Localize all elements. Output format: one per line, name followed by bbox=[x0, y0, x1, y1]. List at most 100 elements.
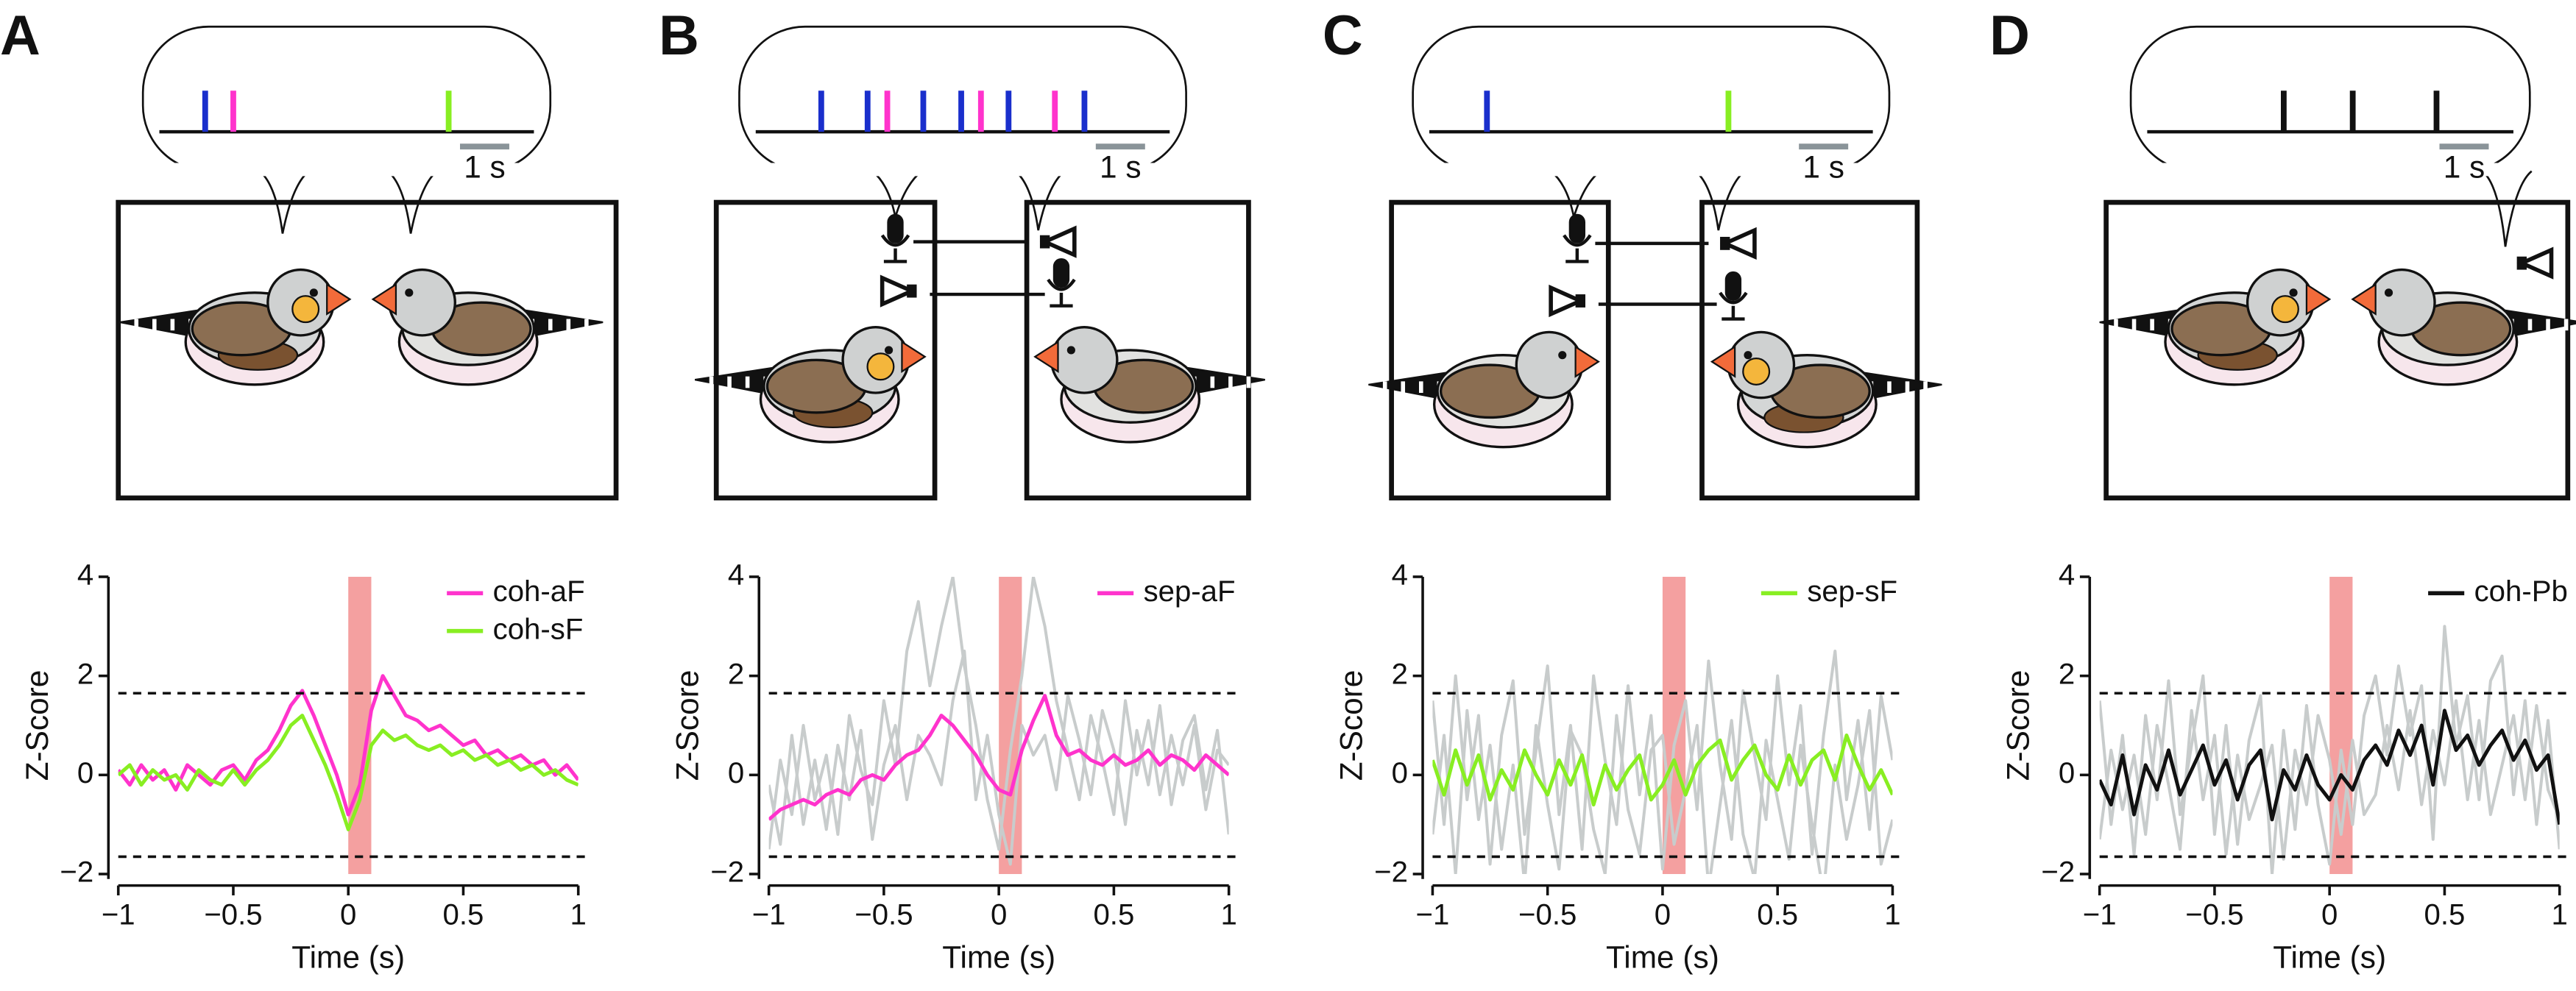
microphone-stand bbox=[1563, 234, 1592, 263]
bird-head bbox=[1515, 330, 1584, 399]
y-tick-label: −2 bbox=[710, 856, 744, 889]
trace bbox=[1432, 734, 1893, 807]
x-tick-label: 1 bbox=[1884, 898, 1900, 931]
cage bbox=[1699, 199, 1920, 501]
speaker-body bbox=[2516, 256, 2527, 270]
bubble-mask bbox=[156, 163, 537, 177]
bird-beak bbox=[2351, 283, 2377, 316]
bird bbox=[1710, 330, 1942, 449]
bird bbox=[1033, 326, 1265, 444]
bubble-tail bbox=[871, 170, 923, 218]
panel-letter: B bbox=[659, 4, 699, 67]
traces bbox=[1432, 649, 1893, 875]
microphone-stand bbox=[880, 234, 910, 263]
x-tick-label: 0.5 bbox=[1757, 898, 1798, 931]
y-tick-label: 4 bbox=[728, 558, 744, 592]
cage bbox=[713, 199, 938, 501]
y-tick-label: 4 bbox=[77, 558, 93, 592]
x-tick-label: −1 bbox=[1416, 898, 1450, 931]
speaker-body bbox=[907, 284, 917, 298]
trace bbox=[1432, 708, 1893, 875]
y-tick-label: 2 bbox=[77, 657, 93, 690]
cage bbox=[1389, 199, 1611, 501]
x-axis-label: Time (s) bbox=[2273, 940, 2386, 974]
speaker-body bbox=[1039, 235, 1050, 249]
scale-bar-label: 1 s bbox=[2444, 150, 2485, 185]
bird bbox=[694, 326, 927, 444]
y-tick-label: 0 bbox=[77, 756, 93, 789]
y-tick-label: 0 bbox=[728, 756, 744, 789]
bird-beak bbox=[1574, 345, 1600, 378]
microphone-stand bbox=[1719, 291, 1748, 321]
bird-eye bbox=[1558, 351, 1567, 360]
y-axis-label: Z-Score bbox=[20, 670, 54, 781]
scale-bar-label: 1 s bbox=[1100, 150, 1142, 185]
speaker bbox=[1549, 284, 1586, 318]
bird-beak bbox=[901, 340, 927, 374]
y-tick-label: 0 bbox=[2059, 756, 2075, 789]
traces bbox=[2099, 625, 2560, 875]
bubble-mask bbox=[1426, 163, 1877, 177]
y-tick-label: 4 bbox=[1392, 558, 1408, 592]
x-tick-label: 1 bbox=[570, 898, 587, 931]
x-tick-label: −1 bbox=[102, 898, 135, 931]
x-tick-label: 0.5 bbox=[443, 898, 484, 931]
bird-beak bbox=[1710, 345, 1736, 378]
bird bbox=[119, 268, 352, 386]
bird-eye bbox=[1744, 351, 1752, 360]
legend-label: coh-aF bbox=[493, 575, 585, 608]
cage bbox=[2103, 199, 2571, 501]
trace bbox=[2099, 708, 2560, 825]
speaker-body bbox=[1575, 294, 1586, 308]
bird bbox=[371, 268, 604, 386]
bird bbox=[2099, 268, 2332, 386]
bird bbox=[1368, 330, 1600, 449]
y-tick-label: 4 bbox=[2059, 558, 2075, 592]
microphone bbox=[1568, 213, 1586, 244]
x-tick-label: 0 bbox=[2321, 898, 2338, 931]
bird-beak bbox=[371, 283, 397, 316]
scale-bar-label: 1 s bbox=[464, 150, 506, 185]
x-axis-label: Time (s) bbox=[291, 940, 405, 974]
y-tick-label: 2 bbox=[728, 657, 744, 690]
legend-label: coh-sF bbox=[493, 612, 584, 645]
traces bbox=[118, 674, 578, 831]
x-tick-label: 1 bbox=[1220, 898, 1236, 931]
trace bbox=[1432, 649, 1893, 871]
microphone bbox=[1052, 257, 1070, 288]
speaker-body bbox=[1720, 236, 1730, 250]
trace bbox=[768, 694, 1229, 821]
bubble-mask bbox=[752, 163, 1173, 177]
y-tick-label: 2 bbox=[2059, 657, 2075, 690]
panel-letter: A bbox=[0, 4, 40, 67]
bird-eye bbox=[2289, 288, 2298, 297]
x-tick-label: 1 bbox=[2552, 898, 2568, 931]
microphone bbox=[887, 213, 904, 244]
legend-label: sep-aF bbox=[1144, 575, 1236, 608]
microphone-stand bbox=[1047, 278, 1076, 308]
trace bbox=[768, 576, 1229, 851]
x-tick-label: 0 bbox=[991, 898, 1007, 931]
speaker bbox=[2516, 246, 2554, 280]
cage bbox=[1024, 199, 1251, 501]
x-tick-label: −0.5 bbox=[1518, 898, 1577, 931]
x-tick-label: 0 bbox=[340, 898, 356, 931]
panel-letter: D bbox=[1989, 4, 2030, 67]
x-tick-label: −0.5 bbox=[2185, 898, 2243, 931]
x-axis-label: Time (s) bbox=[942, 940, 1055, 974]
bird-cheek bbox=[866, 352, 895, 381]
bird-cheek bbox=[1742, 358, 1771, 386]
bubble-tail bbox=[1550, 170, 1601, 218]
bird-eye bbox=[309, 288, 318, 297]
trace bbox=[118, 674, 578, 817]
trace bbox=[118, 714, 578, 831]
y-tick-label: −2 bbox=[2041, 856, 2075, 889]
bird-head bbox=[388, 268, 456, 337]
legend-label: coh-Pb bbox=[2474, 575, 2568, 608]
x-tick-label: −0.5 bbox=[854, 898, 913, 931]
x-axis-label: Time (s) bbox=[1606, 940, 1719, 974]
x-tick-label: −1 bbox=[752, 898, 786, 931]
speaker bbox=[1039, 225, 1077, 258]
bird-cheek bbox=[2271, 295, 2299, 324]
x-tick-label: −1 bbox=[2083, 898, 2117, 931]
